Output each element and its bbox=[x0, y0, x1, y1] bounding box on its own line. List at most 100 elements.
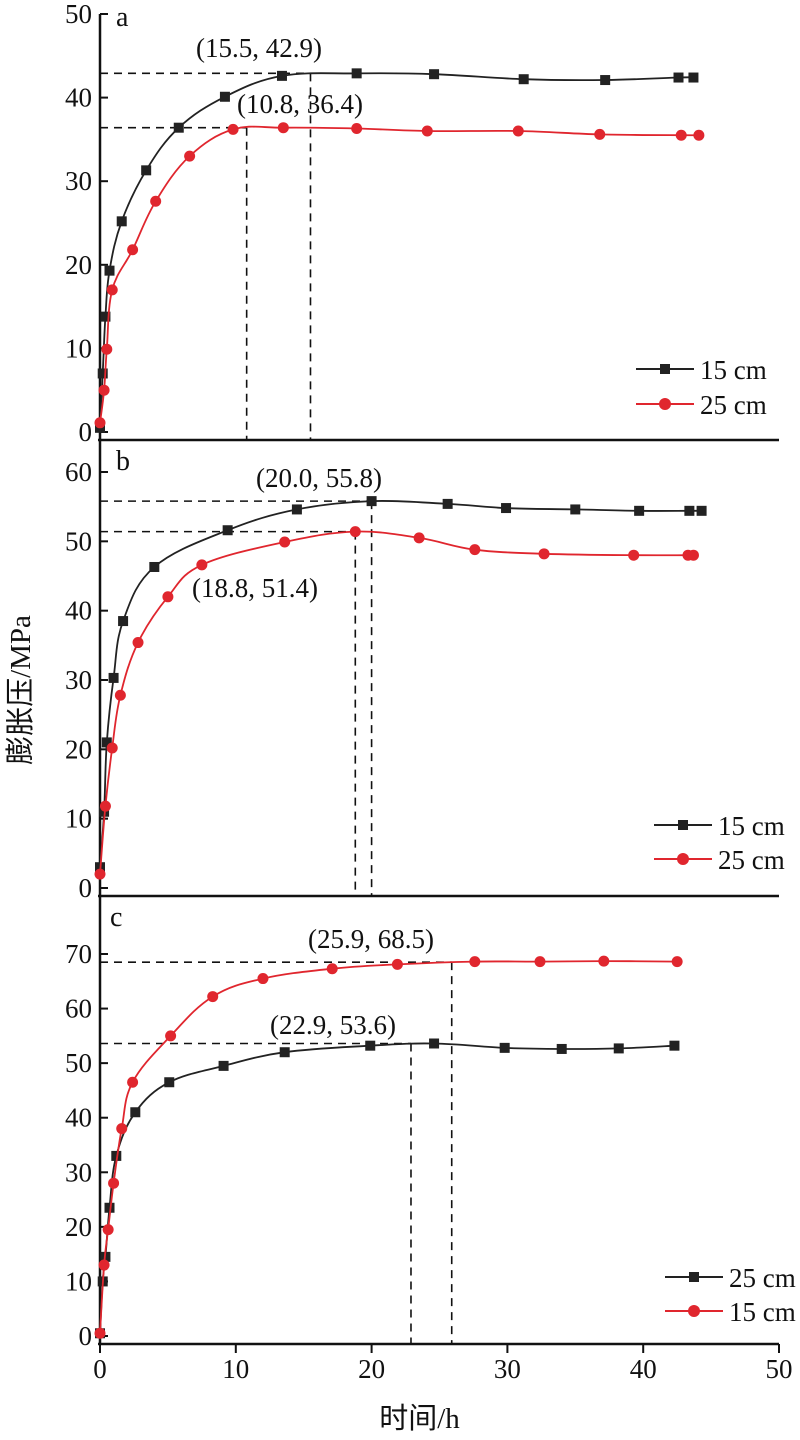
data-point-circle bbox=[534, 956, 546, 968]
data-point-circle bbox=[127, 244, 139, 256]
legend-label: 15 cm bbox=[718, 811, 785, 841]
data-point-square bbox=[518, 74, 529, 85]
y-tick-label: 30 bbox=[65, 166, 92, 196]
y-tick-label: 60 bbox=[65, 457, 92, 487]
legend-marker-circle bbox=[659, 398, 671, 410]
annotation-label: (15.5, 42.9) bbox=[196, 33, 322, 63]
legend-label: 15 cm bbox=[729, 1297, 796, 1327]
y-tick-label: 50 bbox=[65, 526, 92, 556]
series-line bbox=[99, 125, 699, 423]
legend-marker-square bbox=[689, 1272, 699, 1282]
series-1 bbox=[94, 955, 683, 1339]
data-point-square bbox=[351, 68, 362, 79]
y-tick-label: 0 bbox=[79, 417, 93, 447]
data-point-circle bbox=[207, 991, 219, 1003]
data-point-square bbox=[141, 165, 152, 176]
data-point-circle bbox=[257, 973, 269, 985]
panel-letter: a bbox=[116, 2, 129, 33]
data-point-circle bbox=[102, 1224, 114, 1236]
data-point-circle bbox=[94, 417, 106, 429]
data-point-circle bbox=[421, 125, 433, 137]
series-line bbox=[99, 1042, 675, 1334]
y-tick-label: 40 bbox=[65, 596, 92, 626]
data-point-circle bbox=[687, 549, 699, 561]
data-point-circle bbox=[127, 1076, 139, 1088]
data-point-circle bbox=[675, 129, 687, 141]
data-point-circle bbox=[326, 963, 338, 975]
data-point-square bbox=[669, 1040, 680, 1051]
x-tick-label: 20 bbox=[358, 1354, 385, 1384]
y-tick-label: 10 bbox=[65, 804, 92, 834]
data-point-circle bbox=[538, 548, 550, 560]
data-point-square bbox=[111, 1150, 122, 1161]
data-point-circle bbox=[150, 195, 162, 207]
data-point-circle bbox=[349, 526, 361, 538]
legend-marker-square bbox=[660, 364, 670, 374]
data-point-square bbox=[97, 368, 108, 379]
y-tick-label: 70 bbox=[65, 939, 92, 969]
annotation-label: (10.8, 36.4) bbox=[237, 89, 363, 119]
data-point-square bbox=[570, 504, 581, 515]
data-point-square bbox=[116, 216, 127, 227]
data-point-square bbox=[108, 672, 119, 683]
data-point-square bbox=[688, 72, 699, 83]
panel-c: 0 10 20 30 40 50 60 70 0 10 20 30 40 50 时间/h c 25 cm 15 c… bbox=[65, 896, 796, 1435]
data-point-circle bbox=[413, 532, 425, 544]
legend-label: 25 cm bbox=[718, 845, 785, 875]
data-point-square bbox=[276, 70, 287, 81]
data-point-square bbox=[222, 525, 233, 536]
data-point-circle bbox=[94, 868, 106, 880]
x-tick-label: 50 bbox=[766, 1354, 793, 1384]
data-point-square bbox=[696, 505, 707, 516]
data-point-square bbox=[100, 311, 111, 322]
data-point-circle bbox=[94, 1327, 106, 1339]
data-point-square bbox=[164, 1077, 175, 1088]
data-point-square bbox=[429, 69, 440, 80]
y-tick-label: 40 bbox=[65, 1103, 92, 1133]
x-tick-label: 40 bbox=[630, 1354, 657, 1384]
data-point-square bbox=[634, 505, 645, 516]
data-point-square bbox=[118, 616, 129, 627]
data-point-circle bbox=[594, 128, 606, 140]
data-point-circle bbox=[106, 284, 118, 296]
legend-marker-circle bbox=[688, 1305, 700, 1317]
y-tick-label: 0 bbox=[79, 1321, 93, 1351]
series-1 bbox=[94, 122, 705, 429]
legend-marker-square bbox=[678, 820, 688, 830]
data-point-square bbox=[279, 1047, 290, 1058]
data-point-circle bbox=[98, 384, 110, 396]
data-point-square bbox=[429, 1038, 440, 1049]
series-line bbox=[99, 72, 694, 428]
data-point-square bbox=[499, 1042, 510, 1053]
data-point-circle bbox=[114, 689, 126, 701]
data-point-square bbox=[149, 561, 160, 572]
data-point-circle bbox=[512, 125, 524, 137]
data-point-square bbox=[365, 1040, 376, 1051]
x-axis-title: 时间/h bbox=[379, 1402, 460, 1435]
data-point-circle bbox=[101, 343, 113, 355]
data-point-square bbox=[291, 504, 302, 515]
data-point-circle bbox=[277, 122, 289, 134]
annotation-label: (22.9, 53.6) bbox=[270, 1010, 396, 1040]
data-point-square bbox=[673, 72, 684, 83]
y-tick-label: 30 bbox=[65, 1157, 92, 1187]
data-point-circle bbox=[469, 544, 481, 556]
panel-a: 0 10 20 30 40 50 a 15 cm 25 cm (15.5, 42.9) (10.8,… bbox=[65, 0, 779, 447]
y-tick-label: 10 bbox=[65, 1266, 92, 1296]
series-0 bbox=[95, 1038, 680, 1339]
data-point-circle bbox=[184, 150, 196, 162]
series-line bbox=[99, 530, 696, 875]
y-tick-label: 0 bbox=[79, 873, 93, 903]
data-point-square bbox=[173, 122, 184, 133]
data-point-circle bbox=[671, 956, 683, 968]
data-point-square bbox=[218, 1060, 229, 1071]
legend-marker-circle bbox=[677, 853, 689, 865]
y-tick-label: 20 bbox=[65, 1212, 92, 1242]
data-point-circle bbox=[162, 591, 174, 603]
legend-label: 15 cm bbox=[700, 355, 767, 385]
data-point-square bbox=[104, 1202, 115, 1213]
series-line bbox=[99, 960, 678, 1334]
series-1 bbox=[94, 526, 699, 880]
y-tick-label: 10 bbox=[65, 333, 92, 363]
data-point-circle bbox=[106, 742, 118, 754]
